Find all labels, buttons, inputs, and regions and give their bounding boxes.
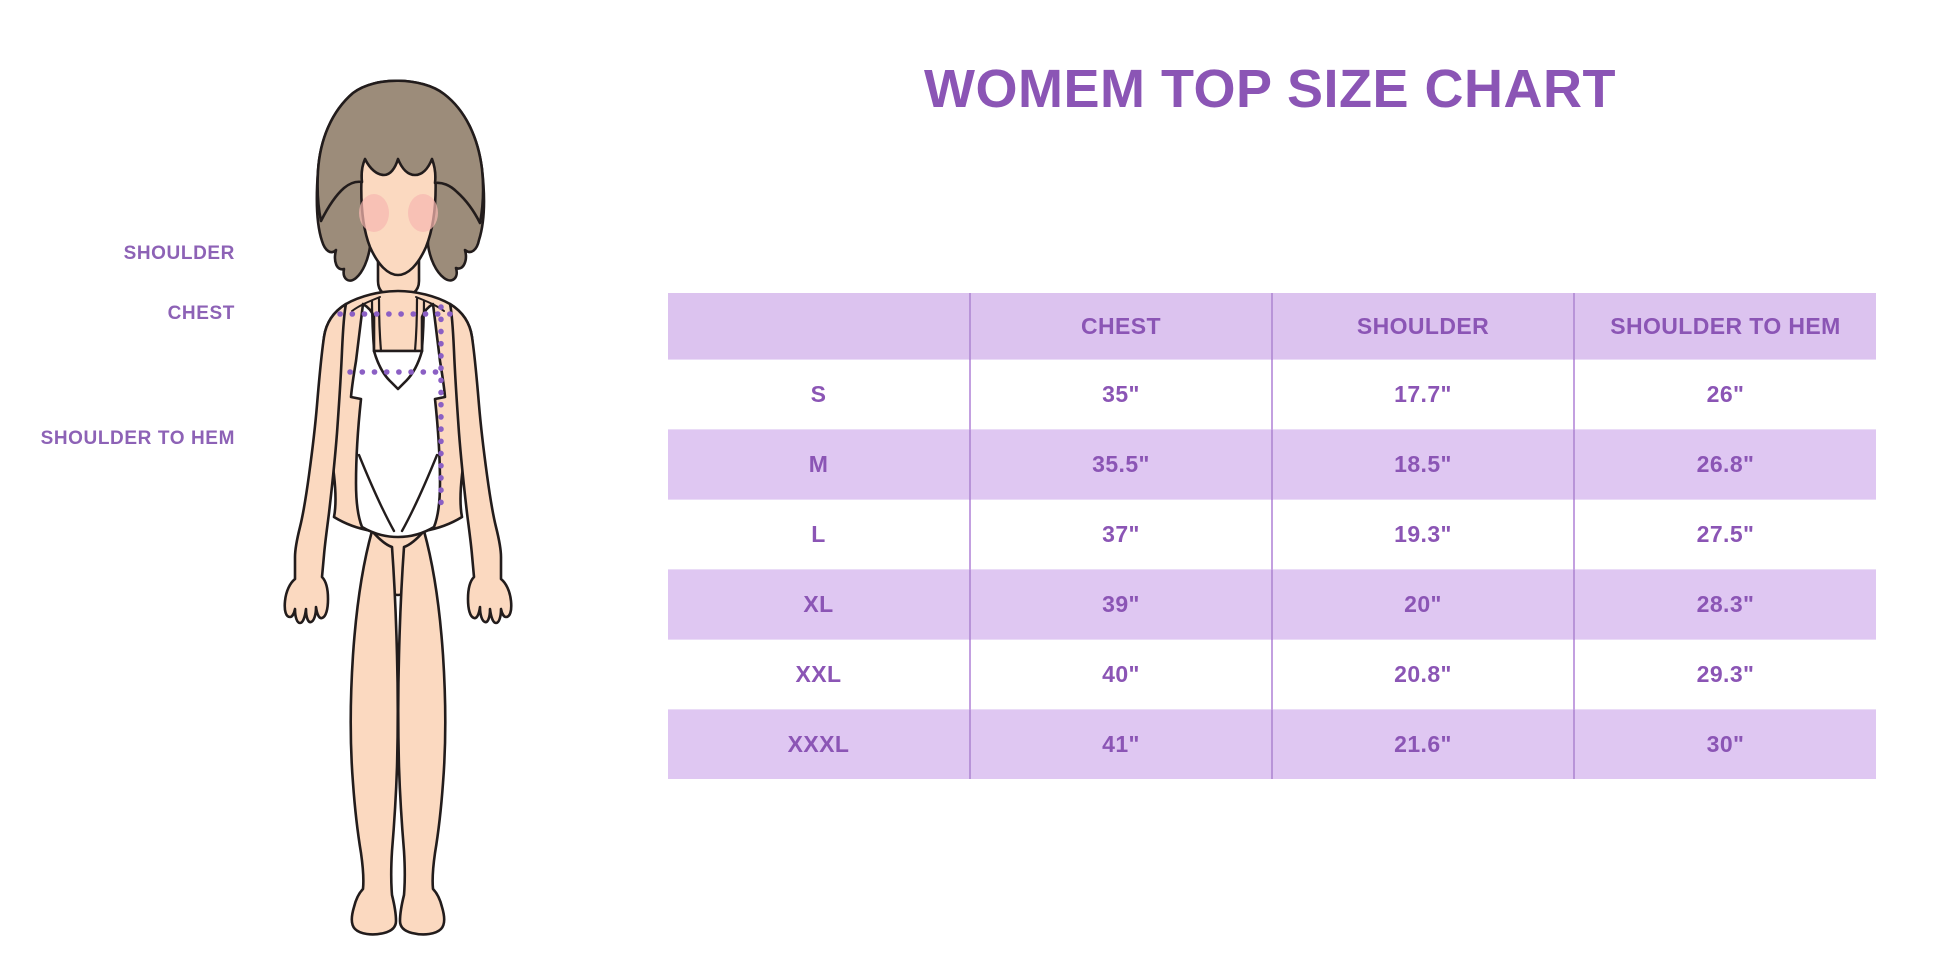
female-body-figure: [283, 79, 513, 936]
cell-shoulder: 17.7": [1271, 359, 1574, 430]
hair-front: [316, 79, 485, 225]
table-header: CHEST SHOULDER SHOULDER TO HEM: [668, 293, 1876, 360]
right-arm: [448, 302, 513, 625]
cell-chest: 35.5": [969, 429, 1272, 500]
right-leg: [396, 529, 447, 936]
table-row: XL 39" 20" 28.3": [668, 569, 1876, 640]
blush-left: [359, 194, 389, 232]
measure-label-chest: CHEST: [167, 303, 235, 324]
cell-size: XXXL: [787, 731, 850, 757]
strap-right-inner: [413, 297, 419, 353]
cell-shoulder-to-hem: 26": [1573, 359, 1876, 430]
cell-shoulder: 19.3": [1271, 499, 1574, 570]
strap-right: [420, 299, 426, 353]
column-header-size: [668, 293, 970, 360]
column-header-shoulder: SHOULDER: [1271, 293, 1574, 360]
cell-chest: 37": [969, 499, 1272, 570]
table-row: XXXL 41" 21.6" 30": [668, 709, 1876, 779]
table-header-row: CHEST SHOULDER SHOULDER TO HEM: [668, 293, 1876, 360]
cell-shoulder: 18.5": [1271, 429, 1574, 500]
cell-shoulder-to-hem: 26.8": [1573, 429, 1876, 500]
cell-chest: 40": [969, 639, 1272, 710]
cell-size: M: [808, 451, 829, 477]
blush-right: [408, 194, 438, 232]
measure-label-shoulder-to-hem: SHOULDER TO HEM: [40, 428, 235, 449]
left-leg: [349, 529, 400, 936]
measure-label-shoulder: SHOULDER: [123, 243, 235, 264]
bodysuit: [349, 302, 447, 539]
cell-size: S: [668, 359, 970, 430]
table-row: L 37" 19.3" 27.5": [668, 499, 1876, 570]
chart-panel: WOMEM TOP SIZE CHART CHEST SHOULDER SHOU…: [660, 0, 1946, 973]
collarbone-left: [351, 296, 381, 312]
cell-size: L: [668, 499, 970, 570]
size-table-container: CHEST SHOULDER SHOULDER TO HEM S 35" 17.…: [668, 293, 1876, 779]
strap-left: [370, 299, 376, 353]
strap-left-inner: [377, 297, 383, 353]
cell-shoulder-to-hem: 27.5": [1573, 499, 1876, 570]
table-body: S 35" 17.7" 26" M 35.5" 18.5" 26.8" L 37…: [668, 359, 1876, 779]
table-row: XXL 40" 20.8" 29.3": [668, 639, 1876, 710]
cell-shoulder-to-hem: 29.3": [1573, 639, 1876, 710]
column-header-chest: CHEST: [969, 293, 1272, 360]
cell-shoulder: 20.8": [1271, 639, 1574, 710]
cell-chest: 35": [969, 359, 1272, 430]
size-chart-table: CHEST SHOULDER SHOULDER TO HEM S 35" 17.…: [668, 293, 1876, 779]
cell-shoulder: 21.6": [1271, 709, 1574, 779]
cell-size: XXL: [668, 639, 970, 710]
cell-shoulder-to-hem: 28.3": [1573, 569, 1876, 640]
column-header-shoulder-to-hem: SHOULDER TO HEM: [1573, 293, 1876, 360]
table-row: S 35" 17.7" 26": [668, 359, 1876, 430]
cell-shoulder-to-hem: 30": [1573, 709, 1876, 779]
cell-chest: 39": [969, 569, 1272, 640]
cell-chest: 41": [969, 709, 1272, 779]
leg-opening-right: [400, 453, 439, 533]
page-title: WOMEM TOP SIZE CHART: [923, 59, 1616, 119]
cell-size: XL: [803, 591, 834, 617]
leg-opening-left: [357, 453, 396, 533]
table-row: M 35.5" 18.5" 26.8": [668, 429, 1876, 500]
cell-shoulder: 20": [1271, 569, 1574, 640]
left-arm: [283, 302, 348, 625]
illustration-panel: SHOULDER CHEST SHOULDER TO HEM: [0, 0, 660, 973]
